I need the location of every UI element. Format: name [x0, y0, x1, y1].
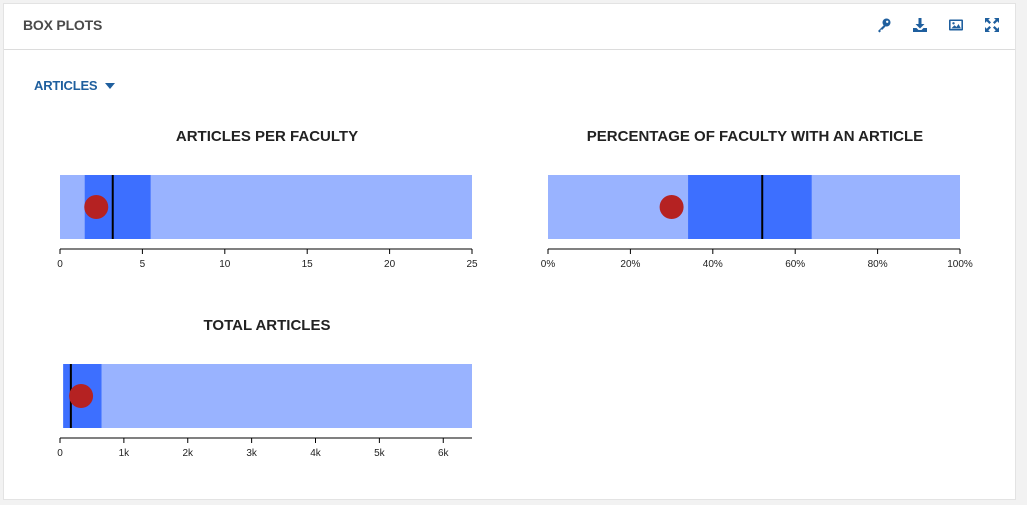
header-tools [875, 16, 1001, 34]
panel-title: BOX PLOTS [23, 17, 103, 33]
x-tick-label: 1k [119, 448, 131, 459]
institution-marker [69, 384, 94, 408]
chart-title: ARTICLES PER FACULTY [175, 128, 359, 145]
panel-header: BOX PLOTS [4, 4, 1015, 50]
box-plot-svg: 0 5 10 15 20 25 [57, 175, 478, 270]
x-tick-label: 2k [182, 448, 194, 459]
chart-articles-per-faculty: ARTICLES PER FACULTY 0 5 10 15 20 25 [44, 124, 490, 274]
box-plot-svg: 0% 20% 40% 60% 80% 100% [541, 175, 973, 270]
x-tick-label: 20% [620, 259, 640, 270]
image-icon[interactable] [947, 16, 965, 34]
x-tick-label: 0 [57, 259, 63, 270]
chart-total-articles: TOTAL ARTICLES 0 1k 2k 3k 4k 5k 6k [44, 312, 490, 462]
fullscreen-icon[interactable] [983, 16, 1001, 34]
metric-dropdown[interactable]: ARTICLES [34, 78, 116, 93]
x-tick-label: 3k [246, 448, 258, 459]
x-tick-label: 60% [785, 259, 805, 270]
x-tick-label: 6k [438, 448, 450, 459]
caret-down-icon [105, 82, 116, 89]
institution-marker [84, 195, 109, 219]
x-tick-label: 40% [703, 259, 723, 270]
box-plot-svg: 0 1k 2k 3k 4k 5k 6k [57, 364, 473, 459]
box-plots-panel: BOX PLOTS [3, 3, 1016, 500]
x-tick-label: 15 [302, 259, 314, 270]
metric-dropdown-label: ARTICLES [34, 78, 98, 93]
x-tick-label: 10 [219, 259, 231, 270]
range-band [63, 364, 473, 428]
x-tick-label: 5 [140, 259, 146, 270]
x-tick-label: 25 [466, 259, 478, 270]
x-tick-label: 80% [868, 259, 888, 270]
key-icon[interactable] [875, 16, 893, 34]
chart-title: TOTAL ARTICLES [203, 317, 331, 334]
x-tick-label: 20 [384, 259, 396, 270]
chart-title: PERCENTAGE OF FACULTY WITH AN ARTICLE [586, 128, 924, 145]
x-tick-label: 5k [374, 448, 386, 459]
institution-marker [659, 195, 684, 219]
chart-percentage-faculty-with-article: PERCENTAGE OF FACULTY WITH AN ARTICLE 0%… [532, 124, 978, 274]
x-tick-label: 0% [541, 259, 556, 270]
x-tick-label: 100% [947, 259, 973, 270]
x-tick-label: 0 [57, 448, 63, 459]
download-icon[interactable] [911, 16, 929, 34]
iqr-box [688, 175, 812, 239]
x-tick-label: 4k [310, 448, 322, 459]
